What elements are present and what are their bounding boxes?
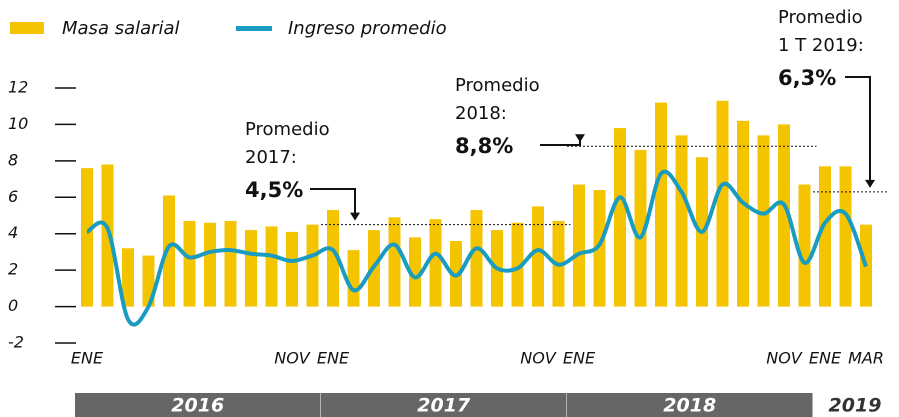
bar [286, 231, 298, 307]
bar [819, 166, 831, 307]
annotation-arrow [845, 76, 871, 182]
year-label: 2017 [417, 395, 471, 417]
y-tick-label: 4 [8, 223, 18, 242]
bar [778, 124, 790, 307]
y-tick-label: -2 [8, 333, 24, 352]
legend-label: Masa salarial [62, 18, 180, 39]
legend-swatch-line [236, 26, 272, 31]
bar [470, 210, 483, 307]
bar [409, 237, 421, 307]
bar [183, 220, 196, 307]
x-tick-label: ENE [71, 349, 104, 368]
bar [511, 222, 524, 307]
bar [122, 248, 134, 307]
year-band [321, 393, 567, 417]
bar [675, 135, 688, 307]
bar [573, 184, 585, 307]
annotation-arrow [540, 136, 581, 146]
bar [101, 164, 114, 307]
bar [716, 100, 729, 307]
y-tick-label: 0 [8, 296, 18, 315]
bar [634, 149, 647, 307]
bar [798, 184, 811, 307]
bar [737, 120, 749, 307]
bar [306, 224, 319, 307]
annotation-text: 2018: [455, 103, 507, 124]
annotation-arrow [310, 188, 356, 215]
y-tick-label: 6 [8, 187, 18, 206]
bar [532, 206, 544, 307]
annotation-arrowhead [575, 134, 585, 143]
y-tick-label: 12 [8, 78, 28, 97]
annotation-value: 8,8% [455, 134, 513, 158]
bar [593, 190, 606, 307]
bar [388, 217, 401, 307]
bar [655, 102, 667, 307]
legend-label: Ingreso promedio [288, 18, 447, 39]
annotation-text: Promedio [245, 119, 330, 140]
x-tick-label: NOV [766, 349, 803, 368]
annotation-arrowhead [350, 212, 360, 221]
x-tick-label: ENE [563, 349, 596, 368]
bar [347, 250, 360, 307]
annotation-value: 4,5% [245, 178, 303, 202]
bar [224, 220, 237, 307]
bar [81, 168, 93, 307]
annotation-value: 6,3% [778, 66, 836, 90]
y-tick-label: 8 [8, 150, 18, 169]
annotation-arrowhead [865, 179, 875, 188]
year-label: 2019 [829, 395, 882, 417]
line [85, 169, 868, 327]
bar [429, 219, 442, 307]
annotation-text: Promedio [455, 75, 540, 96]
annotation-text: 1 T 2019: [778, 35, 864, 56]
bar [327, 210, 339, 307]
y-tick-label: 2 [8, 260, 18, 279]
annotation-text: Promedio [778, 7, 863, 28]
bar [245, 230, 257, 307]
bar [757, 135, 770, 307]
bar [163, 195, 175, 307]
bar [614, 128, 626, 307]
bar [839, 166, 852, 307]
x-tick-label: ENE [317, 349, 350, 368]
x-tick-label: NOV [274, 349, 311, 368]
legend-swatch-bars [10, 22, 44, 34]
year-band [75, 393, 321, 417]
bar [265, 226, 278, 307]
year-label: 2018 [663, 395, 716, 417]
bar [204, 222, 216, 307]
x-tick-label: ENE [809, 349, 842, 368]
y-tick-label: 10 [8, 114, 28, 133]
x-tick-label: MAR [848, 349, 884, 368]
year-label: 2016 [171, 395, 224, 417]
x-tick-label: NOV [520, 349, 557, 368]
year-band [567, 393, 813, 417]
annotation-text: 2017: [245, 147, 297, 168]
